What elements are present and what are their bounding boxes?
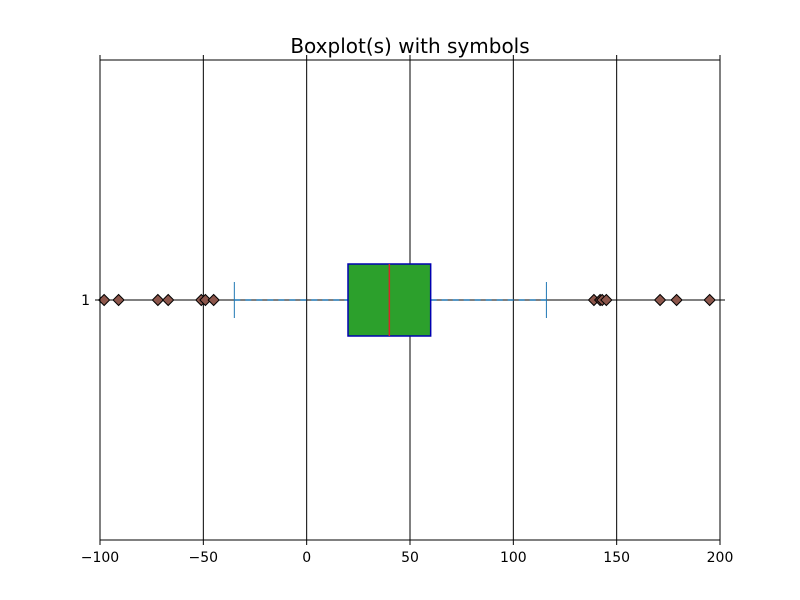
outlier-point [703,293,716,307]
x-tick-label: 0 [302,550,311,566]
outlier-point [112,293,125,307]
plot-elements [97,263,716,337]
outlier-point [207,293,220,307]
outlier-point [161,293,175,307]
x-tick-label: −50 [189,550,219,566]
x-tick-label: 50 [401,550,419,566]
axes: −100 −50 0 50 100 150 200 1 [81,55,734,566]
x-tick-label: 100 [500,550,527,566]
x-tick-label: 200 [707,550,734,566]
x-tick-label: −100 [81,550,119,566]
outlier-point [670,293,683,307]
outlier-point [199,293,212,307]
outlier-point [600,293,613,307]
plot-frame [99,59,721,541]
y-tick-label: 1 [81,293,90,309]
x-tick-label: 150 [603,550,630,566]
outlier-point [151,293,165,307]
outlier-point [653,293,667,307]
chart-title: Boxplot(s) with symbols [290,34,529,58]
